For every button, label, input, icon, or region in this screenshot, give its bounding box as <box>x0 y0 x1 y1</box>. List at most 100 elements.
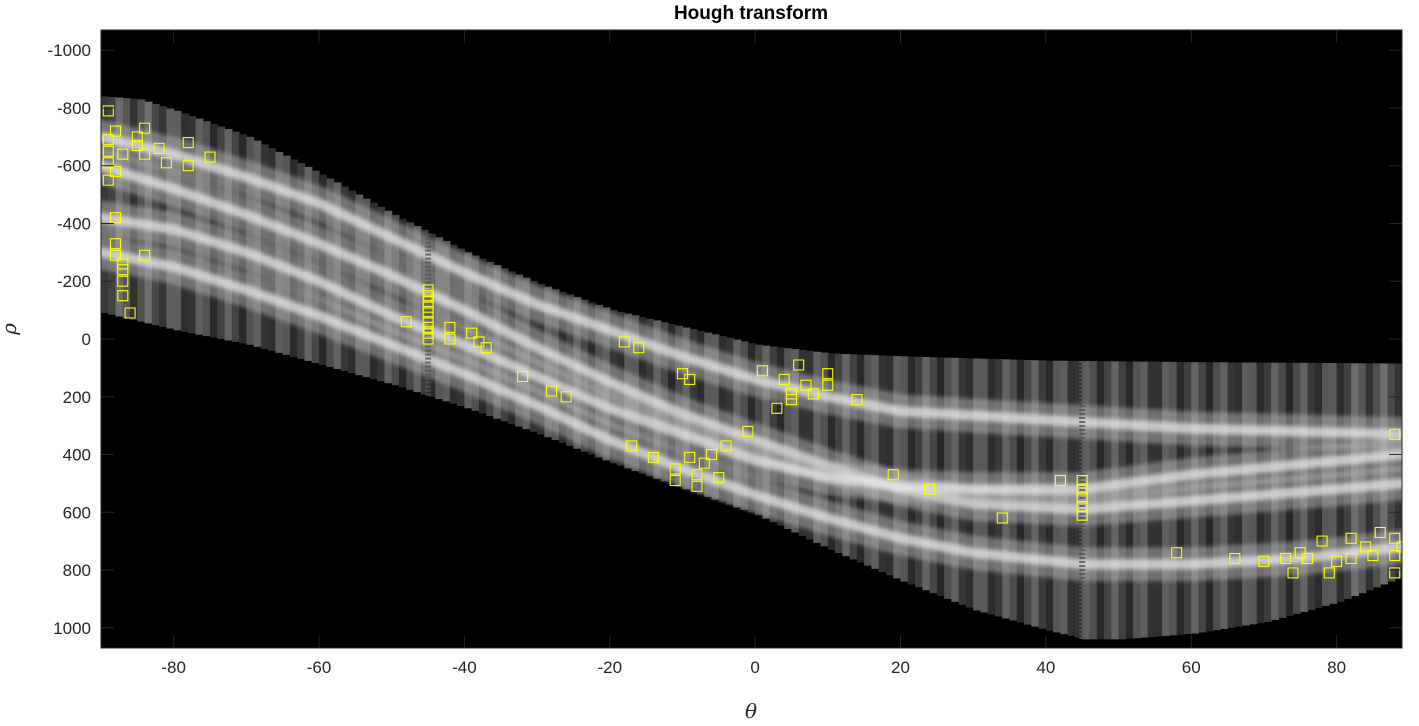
y-tick-label: -800 <box>57 99 91 118</box>
stripe-segment <box>1079 369 1086 371</box>
hough-peak-marker <box>1258 555 1270 567</box>
hough-ridge-core <box>101 131 1402 440</box>
hough-peak-marker <box>109 125 122 137</box>
ridge-layer <box>101 119 1402 582</box>
hough-peak-marker <box>807 388 819 400</box>
stripe-segment <box>1079 525 1086 527</box>
stripe-segment <box>1079 605 1086 607</box>
stripe-segment <box>1079 473 1086 475</box>
stripe-segment <box>1079 513 1086 515</box>
hough-ridge-core <box>101 212 1402 495</box>
hough-column <box>885 355 894 576</box>
x-tick-label: -40 <box>452 658 477 677</box>
hough-peak-marker <box>139 249 151 261</box>
y-tick-label: -1000 <box>48 41 91 60</box>
y-tick-label: -600 <box>57 157 91 176</box>
stripe-segment <box>1079 385 1086 387</box>
stripe-segment <box>425 357 432 360</box>
hough-column <box>864 354 873 566</box>
hough-peak-marker <box>102 105 114 117</box>
hough-peak-marker <box>102 174 114 186</box>
hough-peak-marker <box>1171 547 1183 559</box>
hough-peak-marker <box>1076 474 1088 487</box>
stripe-segment <box>1079 529 1086 531</box>
stripe-segment <box>425 377 432 380</box>
hough-peak-marker <box>713 472 725 484</box>
hough-peak-marker <box>785 394 798 406</box>
hough-peak-marker <box>793 359 805 371</box>
stripe-segment <box>1079 517 1086 519</box>
hough-peak-marker <box>996 512 1008 524</box>
stripe-segment <box>1079 409 1086 411</box>
stripe-segment <box>1079 489 1086 491</box>
stripe-segment <box>1079 533 1086 535</box>
hough-peak-marker <box>778 373 790 385</box>
stripe-segment <box>1079 393 1086 395</box>
x-tick-label: -60 <box>307 658 332 677</box>
hough-peak-marker <box>669 463 681 475</box>
hough-peak-marker <box>887 469 899 481</box>
hough-peak-marker <box>1389 428 1401 440</box>
x-axis: -80 -60 -40 -20 0 20 40 60 80 <box>161 30 1346 677</box>
stripe-segment <box>1079 505 1086 507</box>
hough-peak-marker <box>1294 547 1306 559</box>
hough-peak-marker <box>698 457 710 469</box>
hough-peak-marker <box>109 212 122 224</box>
plot-area <box>101 30 1402 648</box>
stripe-segment <box>1079 557 1086 559</box>
hough-peak-marker <box>822 379 834 391</box>
hough-peak-marker <box>422 333 434 345</box>
stripe-segment <box>1079 413 1086 415</box>
hough-peak-marker <box>669 474 681 487</box>
hough-peak-marker <box>851 394 863 406</box>
hough-peak-marker <box>720 440 732 452</box>
hough-peak-marker <box>466 327 478 339</box>
hough-peak-marker <box>117 258 129 270</box>
stripe-segment <box>1079 397 1086 399</box>
stripe-segment <box>425 309 432 312</box>
hough-ridge-core <box>101 160 1402 515</box>
hough-peak-marker <box>117 275 129 287</box>
x-tick-label: 40 <box>1036 658 1055 677</box>
hough-peak-marker <box>124 307 136 319</box>
x-tick-label: 80 <box>1327 658 1346 677</box>
hough-peak-marker <box>117 290 129 302</box>
hough-peak-marker <box>647 451 659 463</box>
stripe-segment <box>425 253 432 256</box>
hough-column <box>878 355 887 573</box>
hough-peak-marker <box>102 145 114 157</box>
hough-peak-marker <box>153 142 165 154</box>
hough-peak-marker <box>633 342 645 354</box>
hough-peak-marker <box>1396 541 1402 553</box>
stripe-segment <box>425 361 432 364</box>
hough-peak-marker <box>742 425 754 437</box>
hough-peak-marker <box>444 333 456 345</box>
stripe-segment <box>425 245 432 248</box>
stripe-segment <box>425 329 432 332</box>
y-tick-label: 400 <box>63 446 91 465</box>
hough-peak-marker <box>1316 535 1328 547</box>
stripe-layer <box>425 233 1086 639</box>
stripe-segment <box>1079 441 1086 443</box>
stripe-segment <box>1079 437 1086 439</box>
hough-peak-marker <box>1076 500 1088 513</box>
stripe-segment <box>425 393 432 396</box>
y-tick-label: 0 <box>82 330 91 349</box>
hough-peak-marker <box>139 122 151 134</box>
hough-peak-marker <box>517 370 529 383</box>
stripe-segment <box>1079 449 1086 451</box>
hough-column <box>856 354 865 563</box>
stripe-segment <box>1079 377 1086 379</box>
hough-ridge-core <box>101 247 1402 570</box>
hough-peak-marker <box>626 440 638 452</box>
hough-peak-marker <box>1389 567 1401 579</box>
hough-peak-marker <box>422 307 434 319</box>
hough-peak-marker <box>1345 532 1357 544</box>
stripe-segment <box>1079 629 1086 631</box>
hough-peak-marker <box>1280 552 1292 565</box>
x-tick-label: 0 <box>750 658 759 677</box>
hough-peak-marker <box>109 238 122 250</box>
hough-peak-marker <box>924 483 936 495</box>
stripe-segment <box>1079 581 1086 583</box>
